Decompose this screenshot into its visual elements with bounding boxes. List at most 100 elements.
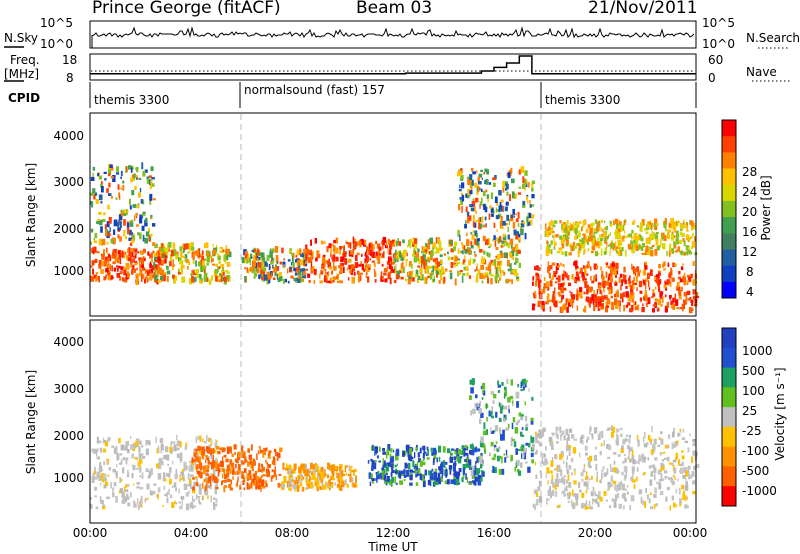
data-cell — [263, 274, 268, 281]
data-cell — [599, 237, 604, 241]
data-cell — [428, 265, 432, 269]
data-cell — [291, 252, 295, 257]
data-cell — [449, 456, 454, 463]
data-cell — [411, 253, 415, 257]
data-cell — [679, 467, 684, 474]
data-cell — [512, 439, 515, 442]
data-cell — [236, 458, 239, 464]
data-cell — [148, 470, 152, 477]
data-cell — [364, 258, 368, 264]
data-cell — [259, 274, 263, 278]
data-cell — [229, 470, 232, 475]
data-cell — [371, 465, 374, 471]
data-cell — [593, 304, 596, 312]
data-cell — [631, 263, 633, 270]
data-cell — [668, 272, 672, 279]
data-cell — [192, 505, 196, 508]
data-cell — [621, 445, 624, 449]
data-cell — [392, 269, 396, 273]
data-cell — [516, 278, 520, 282]
nsearch-tick-top: 10^5 — [702, 16, 735, 30]
data-cell — [308, 475, 311, 482]
data-cell — [264, 480, 267, 484]
data-cell — [505, 201, 509, 206]
data-cell — [371, 478, 375, 482]
freq-label-line1: Freq. — [10, 53, 40, 67]
data-cell — [93, 238, 95, 241]
velocity-ytick-2000: 2000 — [53, 429, 84, 443]
data-cell — [510, 437, 513, 442]
data-cell — [516, 231, 519, 234]
data-cell — [488, 246, 491, 249]
data-cell — [590, 276, 592, 281]
data-cell — [693, 225, 696, 230]
data-cell — [119, 221, 122, 228]
data-cell — [344, 479, 347, 485]
data-cell — [592, 486, 595, 492]
data-cell — [146, 483, 150, 490]
data-cell — [230, 467, 232, 472]
data-cell — [683, 467, 687, 473]
data-cell — [271, 475, 275, 479]
data-cell — [480, 412, 484, 418]
data-cell — [381, 470, 384, 474]
data-cell — [667, 229, 672, 233]
data-cell — [113, 229, 116, 235]
data-cell — [450, 452, 453, 456]
data-cell — [495, 237, 498, 242]
data-cell — [197, 456, 201, 463]
data-cell — [476, 263, 478, 267]
data-cell — [192, 253, 195, 260]
colorbar-swatch — [722, 328, 736, 349]
data-cell — [417, 275, 422, 280]
data-cell — [150, 491, 153, 496]
data-cell — [455, 471, 458, 475]
data-cell — [510, 267, 512, 274]
data-cell — [253, 276, 256, 279]
data-cell — [283, 475, 287, 483]
data-cell — [471, 476, 476, 479]
data-cell — [546, 467, 550, 474]
data-cell — [690, 236, 693, 239]
data-cell — [669, 243, 672, 251]
data-cell — [390, 456, 395, 463]
data-cell — [639, 281, 641, 288]
data-cell — [197, 435, 201, 440]
data-cell — [198, 498, 200, 504]
data-cell — [215, 486, 219, 490]
data-cell — [663, 470, 668, 474]
data-cell — [498, 241, 500, 244]
data-cell — [102, 437, 105, 444]
data-cell — [499, 201, 502, 209]
data-cell — [131, 235, 135, 242]
data-cell — [475, 233, 478, 238]
data-cell — [205, 242, 209, 249]
data-cell — [92, 166, 96, 171]
data-cell — [143, 200, 145, 205]
data-cell — [500, 260, 503, 266]
data-cell — [286, 463, 288, 469]
data-cell — [639, 222, 643, 228]
data-cell — [562, 226, 565, 232]
data-cell — [164, 478, 167, 482]
data-cell — [133, 215, 136, 222]
data-cell — [400, 277, 404, 280]
data-cell — [199, 483, 202, 487]
data-cell — [396, 470, 400, 474]
data-cell — [330, 482, 333, 485]
data-cell — [226, 464, 230, 471]
data-cell — [98, 276, 100, 283]
data-cell — [371, 251, 375, 258]
data-cell — [339, 249, 341, 255]
data-cell — [630, 476, 634, 482]
data-cell — [520, 434, 525, 437]
data-cell — [597, 237, 599, 242]
data-cell — [608, 282, 612, 288]
data-cell — [478, 173, 483, 178]
data-cell — [136, 482, 140, 485]
data-cell — [107, 232, 111, 237]
data-cell — [179, 259, 182, 265]
data-cell — [507, 423, 510, 429]
data-cell — [659, 270, 661, 276]
data-cell — [151, 256, 153, 263]
